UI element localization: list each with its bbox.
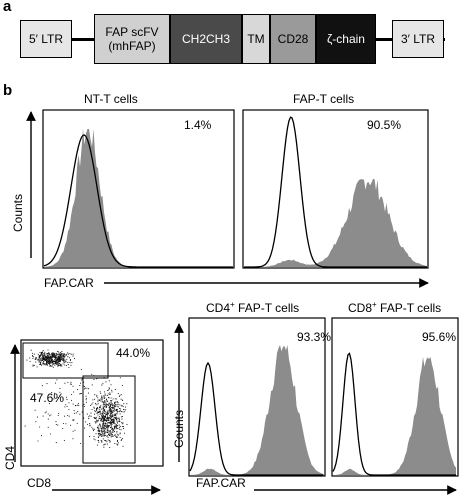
segment-label: ζ-chain bbox=[327, 32, 365, 46]
hist-cd4-percent: 93.3% bbox=[297, 330, 332, 344]
hist-cd8-title-prefix: CD8 bbox=[348, 301, 373, 315]
segment-zeta-chain: ζ-chain bbox=[316, 14, 376, 64]
segment-label: CD28 bbox=[277, 32, 309, 46]
segment-label: 3′ LTR bbox=[400, 32, 436, 46]
panel-a-letter: a bbox=[3, 0, 12, 15]
scatter-gate-upper-percent: 44.0% bbox=[116, 346, 151, 360]
hist-fap-percent: 90.5% bbox=[367, 118, 402, 132]
hist-cd4-title-prefix: CD4 bbox=[206, 301, 231, 315]
hist-cd8-frame bbox=[331, 317, 459, 477]
scatter-xlabel-cd8: CD8 bbox=[27, 476, 52, 490]
hist-cd4-fill bbox=[190, 345, 324, 475]
hist-nt-line bbox=[43, 134, 233, 268]
hist-cd4-title: CD4+ FAP-T cells bbox=[206, 300, 300, 316]
scatter-gate-lower-percent: 47.6% bbox=[30, 391, 65, 405]
segment-3-ltr: 3′ LTR bbox=[392, 20, 444, 58]
hist-cd4-title-suffix: FAP-T cells bbox=[234, 301, 300, 315]
segment-5-ltr: 5′ LTR bbox=[20, 20, 72, 58]
hist-cd8-title: CD8+ FAP-T cells bbox=[348, 300, 442, 316]
hist-cd8-title-sup: + bbox=[372, 300, 377, 309]
hist-cd4-line bbox=[189, 361, 324, 476]
segment-tm: TM bbox=[242, 14, 270, 64]
scatter-dots bbox=[24, 349, 128, 449]
hist-fap-fill bbox=[244, 179, 427, 267]
segment-label: 5′ LTR bbox=[28, 32, 64, 46]
segment-ch2ch3: CH2CH3 bbox=[170, 14, 242, 64]
hist-cd4-frame bbox=[188, 317, 326, 477]
scatter-frame bbox=[20, 339, 164, 467]
segment-label: FAP scFV (mhFAP) bbox=[105, 25, 159, 53]
hist-cd8-percent: 95.6% bbox=[422, 330, 457, 344]
top-xlabel-fapcar: FAP.CAR bbox=[44, 276, 94, 290]
segment-cd28: CD28 bbox=[270, 14, 316, 64]
scatter-gate-cd4 bbox=[22, 342, 109, 379]
hist-cd8-fill bbox=[333, 357, 456, 475]
segment-label: CH2CH3 bbox=[181, 32, 230, 46]
hist-nt-title: NT-T cells bbox=[84, 92, 138, 106]
scatter-gate-cd8 bbox=[82, 375, 136, 464]
hist-fap-line bbox=[244, 116, 427, 268]
segment-fap-scfv: FAP scFV (mhFAP) bbox=[94, 14, 170, 64]
hist-nt-frame bbox=[42, 109, 235, 269]
segment-label: TM bbox=[247, 32, 265, 46]
hist-cd8-title-suffix: FAP-T cells bbox=[376, 301, 442, 315]
hist-fap-title: FAP-T cells bbox=[293, 92, 355, 106]
hist-nt-percent: 1.4% bbox=[184, 118, 212, 132]
hist-fap-frame bbox=[242, 109, 429, 269]
panel-b-letter: b bbox=[3, 82, 13, 99]
hist-cd8-line bbox=[332, 352, 456, 476]
hist-cd4-title-sup: + bbox=[230, 300, 235, 309]
bottom-xlabel-fapcar: FAP.CAR bbox=[196, 476, 246, 490]
hist-nt-fill bbox=[44, 129, 233, 267]
